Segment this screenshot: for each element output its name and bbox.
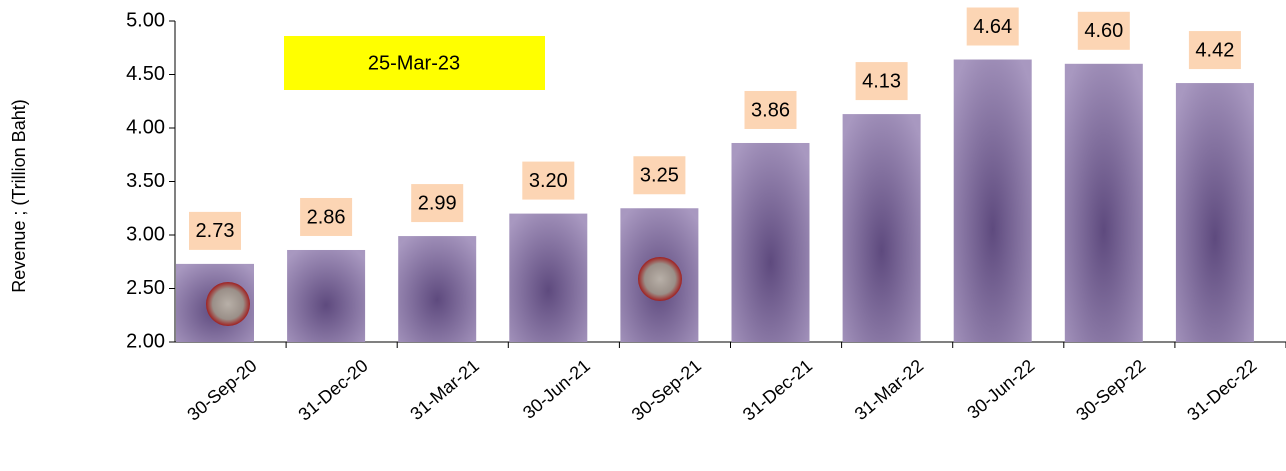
bar — [398, 236, 477, 342]
value-label-box — [411, 184, 464, 223]
y-tick-label: 5.00 — [126, 9, 165, 31]
value-label: 4.64 — [973, 16, 1012, 38]
value-label: 2.86 — [307, 206, 346, 228]
value-label-box — [189, 211, 241, 250]
annotation-box — [284, 36, 545, 90]
x-tick-label: 30-Sep-20 — [183, 355, 260, 424]
y-axis-label: Revenue ; (Trillion Baht) — [9, 99, 29, 292]
value-label-box — [633, 156, 686, 195]
value-label: 3.86 — [751, 99, 790, 121]
value-label-box — [744, 90, 797, 129]
value-label-box — [855, 62, 908, 101]
y-tick-label: 2.50 — [126, 277, 165, 299]
bar — [1175, 83, 1254, 342]
bar — [509, 213, 588, 342]
value-label: 4.42 — [1195, 39, 1234, 61]
y-tick-label: 4.50 — [126, 63, 165, 85]
value-label-box — [1077, 11, 1130, 50]
value-label: 3.25 — [640, 165, 679, 187]
x-tick-label: 31-Dec-21 — [739, 355, 816, 424]
virus-icon — [206, 282, 250, 326]
x-tick-label: 30-Sep-21 — [628, 355, 705, 424]
x-tick-label: 30-Jun-21 — [519, 355, 594, 422]
value-label-box — [300, 197, 353, 236]
y-tick-label: 3.00 — [126, 223, 165, 245]
y-tick-label: 4.00 — [126, 116, 165, 138]
value-label-box — [966, 7, 1019, 46]
bar — [1064, 63, 1143, 343]
value-label: 2.99 — [418, 192, 457, 214]
bar — [842, 114, 921, 342]
y-tick-label: 3.50 — [126, 170, 165, 192]
x-tick-label: 31-Dec-20 — [294, 355, 371, 424]
value-label: 4.60 — [1084, 20, 1123, 42]
bar — [287, 249, 366, 342]
bar — [731, 142, 810, 342]
value-label-box — [1188, 31, 1241, 70]
x-tick-label: 31-Mar-21 — [406, 355, 482, 424]
virus-icon — [638, 257, 682, 301]
y-tick-label: 2.00 — [126, 330, 165, 352]
x-tick-label: 30-Sep-22 — [1072, 355, 1149, 424]
x-tick-label: 31-Mar-22 — [851, 355, 927, 424]
value-label: 2.73 — [196, 220, 235, 242]
value-label: 3.20 — [529, 170, 568, 192]
bar — [953, 59, 1032, 343]
value-label: 4.13 — [862, 70, 901, 92]
x-tick-label: 31-Dec-22 — [1183, 355, 1260, 424]
x-tick-label: 30-Jun-22 — [963, 355, 1038, 422]
value-label-box — [522, 161, 575, 200]
annotation: 25-Mar-23 — [368, 52, 460, 74]
